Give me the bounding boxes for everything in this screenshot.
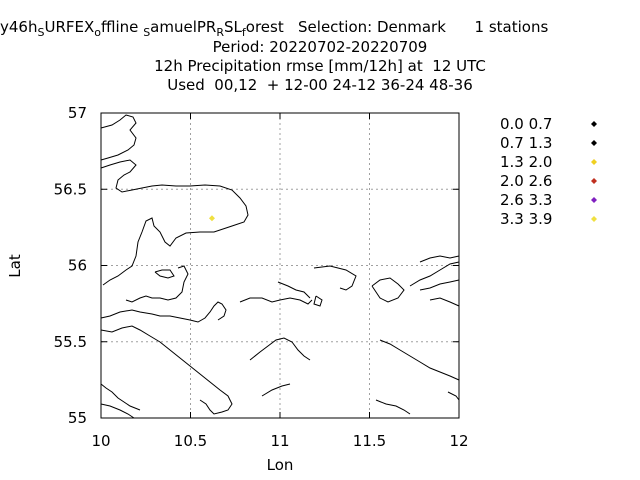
coastline-contours <box>100 114 460 419</box>
coastline-fragment <box>261 383 291 397</box>
y-tick-label: 56.5 <box>54 180 87 198</box>
data-points <box>208 215 215 222</box>
coastline-fragment <box>447 391 460 401</box>
y-tick-label: 57 <box>68 104 87 122</box>
coastline-fragment <box>419 255 460 263</box>
coastline-fragment <box>375 399 411 415</box>
coastline-fragment <box>239 297 313 305</box>
grid-lines <box>101 113 459 418</box>
axis-ticks: 10 10.5 11 11.5 12 55 55.5 56 56.5 57 <box>54 104 469 450</box>
legend-marker <box>591 178 597 184</box>
coastline-fragment <box>100 325 233 415</box>
coastline-north <box>100 114 137 161</box>
legend-entry-label: 0.0 0.7 <box>500 115 552 133</box>
coastline-fragment <box>100 403 135 419</box>
title-part: SL <box>224 18 242 36</box>
legend-entry-label: 2.6 3.3 <box>500 191 552 209</box>
y-tick-label: 55.5 <box>54 333 87 351</box>
title-part: y46h <box>0 18 38 36</box>
x-tick-label: 10.5 <box>174 432 207 450</box>
legend-marker <box>591 197 597 203</box>
y-tick-label: 56 <box>68 257 87 275</box>
legend-marker <box>591 121 597 127</box>
title-part: URFEX <box>44 18 95 36</box>
y-axis-label: Lat <box>6 254 24 278</box>
title-part: R <box>216 26 225 39</box>
title-part: f <box>241 26 246 39</box>
coastline-fragment <box>154 269 175 279</box>
chart-period: Period: 20220702-20220709 <box>212 38 428 56</box>
coastline-fragment <box>429 297 460 307</box>
legend-marker <box>591 159 597 165</box>
chart-used-lead-times: Used 00,12 + 12-00 24-12 36-24 48-36 <box>167 76 473 94</box>
chart-subtitle: 12h Precipitation rmse [mm/12h] at 12 UT… <box>154 57 486 75</box>
data-point <box>208 215 215 222</box>
title-part: S <box>37 26 45 39</box>
legend-entry-label: 2.0 2.6 <box>500 172 552 190</box>
legend-marker <box>591 140 597 146</box>
coastline-fragment <box>100 383 141 411</box>
coastline-fragment <box>313 265 357 291</box>
title-part: o <box>94 26 101 39</box>
legend-marker <box>591 216 597 222</box>
title-part: orest Selection: Denmark 1 stations <box>245 18 549 36</box>
legend-entry-label: 1.3 2.0 <box>500 153 552 171</box>
x-tick-label: 10 <box>91 432 110 450</box>
coastline-fragment <box>125 265 189 303</box>
coastline-fragment <box>313 295 323 307</box>
coastline-fragment <box>379 339 460 381</box>
chart-title: y46hSURFEXoffline SamuelPRRSLforest Sele… <box>0 18 640 39</box>
coastline-fragment <box>419 279 460 291</box>
title-part: amuelPR <box>150 18 217 36</box>
coastline-fragment <box>371 277 405 303</box>
coastline-fragment <box>409 261 460 287</box>
x-tick-label: 11.5 <box>353 432 386 450</box>
legend-entry-label: 0.7 1.3 <box>500 134 552 152</box>
title-part: S <box>143 26 151 39</box>
legend: 0.0 0.70.7 1.31.3 2.02.0 2.62.6 3.33.3 3… <box>500 115 597 228</box>
coastline-fragment <box>249 337 311 361</box>
x-tick-label: 12 <box>449 432 468 450</box>
title-part: ffline <box>101 18 144 36</box>
x-tick-label: 11 <box>270 432 289 450</box>
x-axis-label: Lon <box>267 456 294 474</box>
coastline-fragment <box>277 281 311 299</box>
coastline-fragment <box>100 301 227 323</box>
legend-entry-label: 3.3 3.9 <box>500 210 552 228</box>
y-tick-label: 55 <box>68 409 87 427</box>
coastline-north-2 <box>100 159 249 286</box>
